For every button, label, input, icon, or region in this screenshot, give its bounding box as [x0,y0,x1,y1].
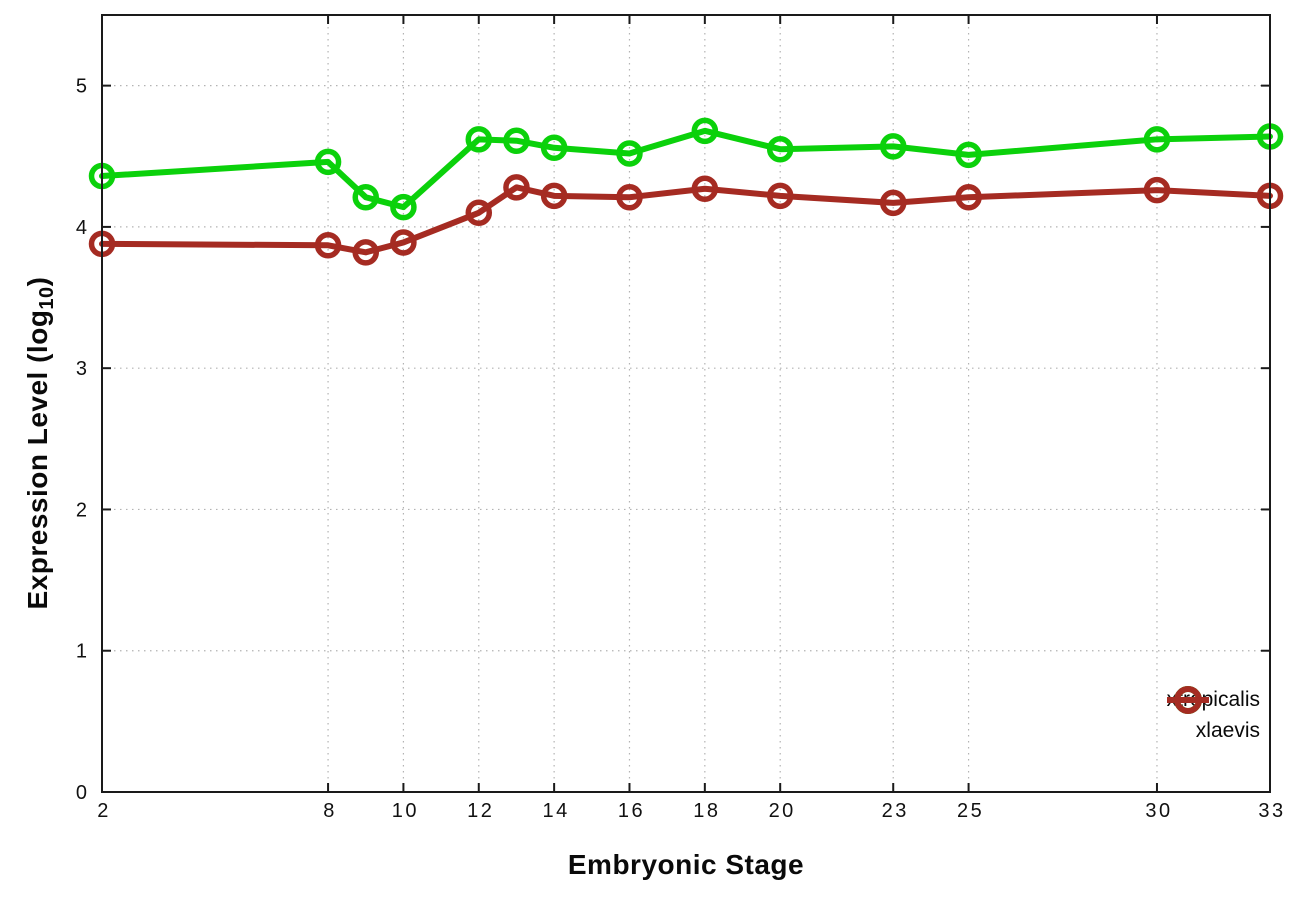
data-point-xlaevis [465,199,493,227]
x-tick-label: 14 [543,800,570,822]
data-point-xlaevis [352,239,379,266]
x-tick-label: 8 [323,800,337,822]
legend-label: xlaevis [1195,719,1260,742]
x-tick-label: 23 [882,800,909,822]
data-point-xtropicalis [955,141,982,169]
x-tick-label: 10 [392,800,419,822]
legend-item-xlaevis: xlaevis [1166,686,1260,746]
data-point-xlaevis [955,183,982,211]
y-tick-label: 0 [76,782,87,804]
y-tick-label: 5 [76,76,87,98]
data-point-xtropicalis [540,134,568,162]
x-tick-label: 25 [957,800,984,822]
data-point-xlaevis [1143,176,1171,204]
legend-label: xtropicalis [1166,688,1260,711]
x-tick-label: 30 [1145,800,1172,822]
x-tick-label: 12 [467,800,494,822]
data-point-xtropicalis [879,133,907,160]
data-point-xtropicalis [390,193,417,221]
x-tick-label: 33 [1258,800,1285,822]
legend: xtropicalis xlaevis [1166,685,1260,746]
y-tick-label: 4 [76,217,87,239]
y-axis-title-subscript: 10 [36,286,58,310]
x-tick-label: 20 [769,800,796,822]
data-point-xtropicalis [352,183,379,211]
data-point-xlaevis [766,182,794,210]
data-point-xlaevis [540,182,568,210]
x-tick-label: 16 [618,800,645,822]
data-point-xlaevis [503,174,530,201]
data-point-xtropicalis [691,117,719,145]
y-axis-title-main: Expression Level (log [22,309,53,610]
x-tick-label: 18 [693,800,720,822]
data-point-xtropicalis [616,140,643,167]
data-point-xtropicalis [465,126,493,153]
y-tick-label: 2 [76,499,87,521]
x-axis-title: Embryonic Stage [567,849,805,880]
data-point-xlaevis [616,183,643,211]
y-tick-label: 3 [76,358,87,380]
y-axis-title-end: ) [22,276,53,287]
x-tick-label: 2 [97,800,111,822]
legend-marker-icon [1166,686,1209,714]
series-line-xtropicalis [99,127,1273,211]
data-point-xlaevis [879,189,907,217]
data-point-xtropicalis [766,135,794,163]
series-line-xlaevis [99,184,1273,256]
data-point-xlaevis [314,232,342,259]
plot-border [101,14,1271,793]
y-tick-label: 1 [76,641,87,663]
data-point-xlaevis [691,175,719,203]
data-point-xtropicalis [314,148,342,176]
data-point-xtropicalis [1143,126,1171,153]
data-point-xlaevis [390,229,417,256]
y-axis-title: Expression Level (log10) [17,203,59,683]
data-point-xtropicalis [503,127,530,154]
